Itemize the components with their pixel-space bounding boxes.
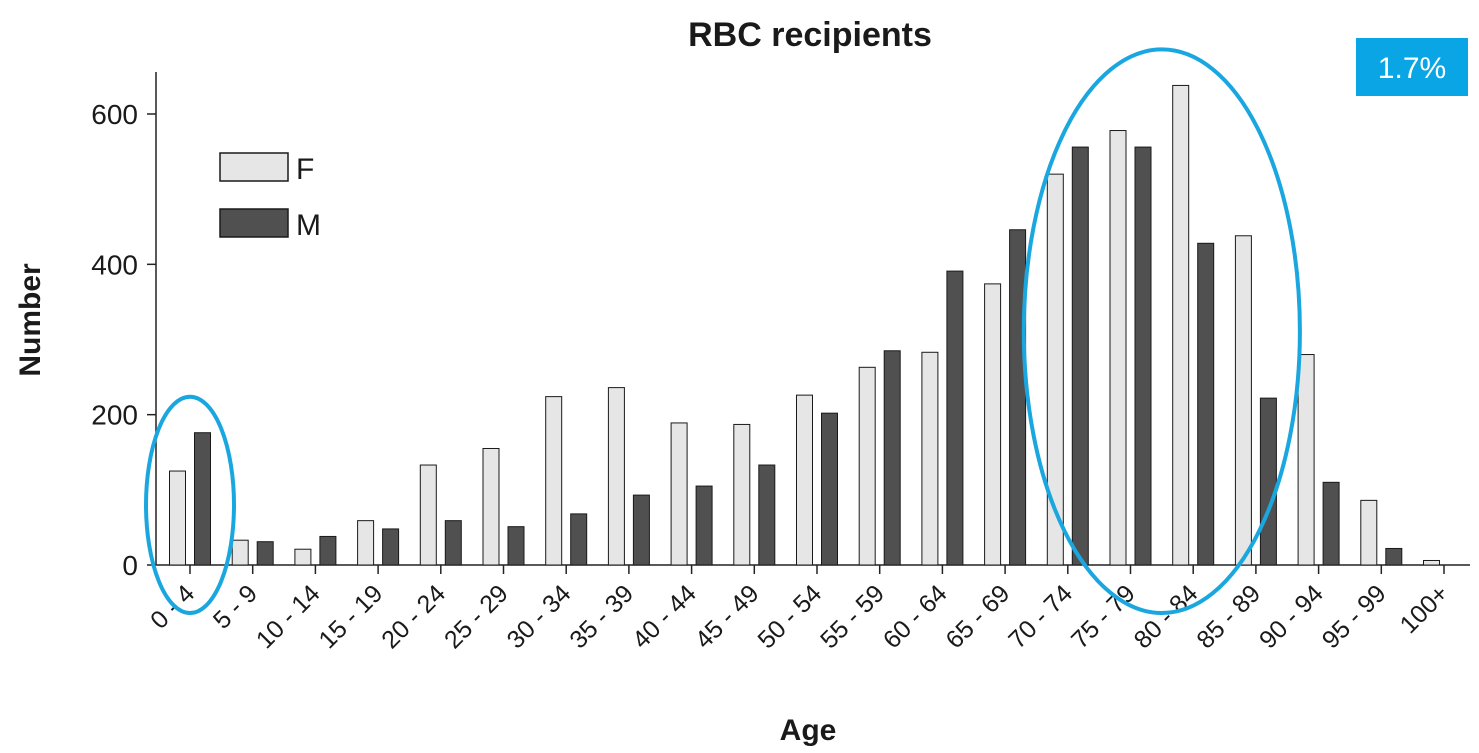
bar-f (1360, 499, 1378, 566)
bar-f (169, 470, 186, 566)
x-tick-label: 65 - 69 (940, 579, 1015, 654)
bar-f (1046, 173, 1064, 566)
x-tick-label: 55 - 59 (815, 579, 890, 654)
x-tick-label: 60 - 64 (878, 579, 953, 654)
x-tick-label: 75 - 79 (1066, 579, 1141, 654)
bar-f (1297, 354, 1315, 566)
bar-m (946, 270, 964, 566)
badge-background (1356, 38, 1468, 96)
bar-m (194, 432, 211, 566)
bar-f (419, 464, 437, 566)
bar-m (382, 528, 400, 566)
x-tick-label: 85 - 89 (1191, 579, 1266, 654)
bar-m (1385, 547, 1403, 566)
x-tick-label: 90 - 94 (1254, 579, 1329, 654)
bar-f (670, 422, 688, 566)
x-tick-label: 95 - 99 (1317, 579, 1392, 654)
highlight-ellipse (144, 394, 236, 615)
bar-f (1172, 84, 1190, 566)
bar-f (231, 539, 249, 566)
bar-m (1009, 229, 1027, 566)
bar-f (796, 394, 813, 566)
bar-f (482, 447, 500, 566)
y-tick-label: 200 (91, 400, 138, 431)
x-tick-label: 15 - 19 (313, 579, 388, 654)
bar-f (984, 283, 1002, 566)
y-tick-label: 400 (91, 249, 138, 280)
x-tick-label: 10 - 14 (251, 579, 326, 654)
bar-f (858, 366, 876, 566)
chart-title: RBC recipients (688, 16, 932, 54)
percentage-badge: 1.7% (1356, 38, 1468, 96)
bar-f (1109, 130, 1127, 566)
bar-m (1134, 146, 1152, 566)
bar-m (1322, 481, 1340, 566)
x-tick-label: 40 - 44 (627, 579, 702, 654)
bar-m (695, 485, 713, 566)
y-axis-title: Number (14, 263, 47, 377)
bar-f (921, 351, 939, 566)
bar-m (1259, 397, 1277, 566)
x-tick-label: 100+ (1395, 579, 1455, 639)
bar-m (507, 526, 525, 566)
x-tick-label: 30 - 34 (502, 579, 577, 654)
x-tick-label: 35 - 39 (564, 579, 639, 654)
bar-f (294, 548, 312, 566)
legend-swatch (219, 208, 289, 238)
badge-label: 1.7% (1378, 52, 1446, 85)
x-tick-label: 80 - 84 (1129, 579, 1204, 654)
legend-label: F (296, 153, 314, 186)
bar-m (821, 412, 838, 566)
x-tick-label: 20 - 24 (376, 579, 451, 654)
y-tick-label: 0 (122, 550, 138, 581)
x-tick-label: 45 - 49 (690, 579, 765, 654)
bar-m (758, 464, 776, 566)
legend: FM (219, 152, 321, 242)
x-tick-label: 50 - 54 (752, 579, 827, 654)
bar-f (607, 387, 625, 566)
highlight-ellipse (1021, 47, 1302, 615)
bar-f (357, 520, 375, 566)
bar-m (1197, 242, 1215, 566)
bar-f (1234, 235, 1252, 566)
x-tick-label: 25 - 29 (439, 579, 514, 654)
bar-f (733, 423, 751, 566)
bar-m (444, 520, 462, 566)
x-tick-label: 5 - 9 (208, 579, 263, 634)
bar-m (883, 350, 901, 566)
bar-m (570, 513, 588, 566)
bar-f (545, 396, 563, 566)
x-axis-title: Age (780, 714, 837, 747)
bar-m (632, 494, 650, 566)
bar-m (1071, 146, 1089, 566)
legend-label: M (296, 209, 321, 242)
bar-f (1423, 559, 1440, 566)
legend-swatch (219, 152, 289, 182)
y-tick-label: 600 (91, 99, 138, 130)
x-tick-label: 70 - 74 (1003, 579, 1078, 654)
bar-m (319, 535, 337, 566)
bar-m (256, 541, 274, 566)
